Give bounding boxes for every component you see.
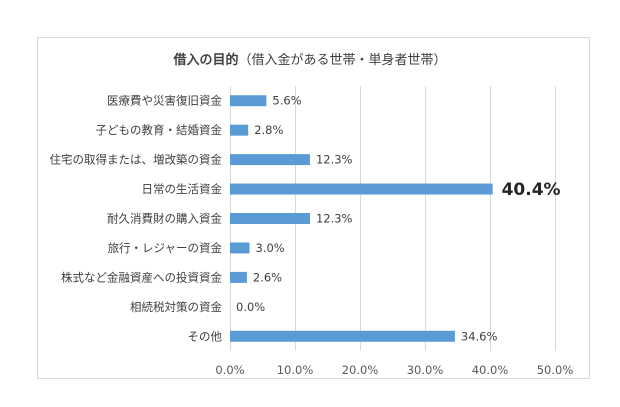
value-label-6: 2.6%	[253, 270, 282, 284]
bar-4	[230, 213, 310, 224]
chart-title: 借入の目的（借入金がある世帯・単身者世帯）	[0, 49, 620, 68]
chart-frame	[37, 37, 590, 379]
category-label-0: 医療費や災害復旧資金	[107, 94, 222, 108]
value-label-4: 12.3%	[316, 212, 353, 226]
bar-1	[230, 124, 249, 136]
category-label-6: 株式など金融資産への投資資金	[61, 270, 222, 284]
value-label-0: 5.6%	[272, 94, 301, 108]
bar-8	[230, 330, 455, 342]
category-label-7: 相続税対策の資金	[130, 300, 222, 314]
bar-5	[230, 242, 250, 254]
chart-subtitle: （借入金がある世帯・単身者世帯）	[238, 53, 447, 68]
category-label-1: 子どもの教育・結婚資金	[96, 123, 223, 137]
x-tick-label-3: 30.0%	[407, 363, 444, 377]
category-label-4: 耐久消費財の購入資金	[107, 212, 222, 226]
category-label-3: 日常の生活資金	[142, 182, 223, 196]
category-label-2: 住宅の取得または、増改築の資金	[50, 153, 223, 167]
x-tick-label-1: 10.0%	[277, 363, 314, 377]
x-tick-label-2: 20.0%	[342, 363, 379, 377]
category-label-5: 旅行・レジャーの資金	[108, 241, 223, 255]
bar-0	[230, 95, 267, 107]
x-tick-label-4: 40.0%	[472, 363, 509, 377]
value-label-7: 0.0%	[236, 300, 265, 314]
x-tick-label-0: 0.0%	[215, 363, 244, 377]
chart-title-main: 借入の目的	[173, 53, 239, 68]
x-tick-label-5: 50.0%	[537, 363, 574, 377]
value-label-5: 3.0%	[256, 241, 285, 255]
bar-2	[230, 154, 310, 166]
category-label-8: その他	[188, 329, 223, 343]
bar-6	[230, 271, 247, 283]
value-label-2: 12.3%	[316, 153, 353, 167]
value-label-3: 40.4%	[502, 180, 561, 200]
value-label-8: 34.6%	[461, 329, 498, 343]
bar-3	[230, 183, 493, 195]
value-label-1: 2.8%	[254, 123, 283, 137]
